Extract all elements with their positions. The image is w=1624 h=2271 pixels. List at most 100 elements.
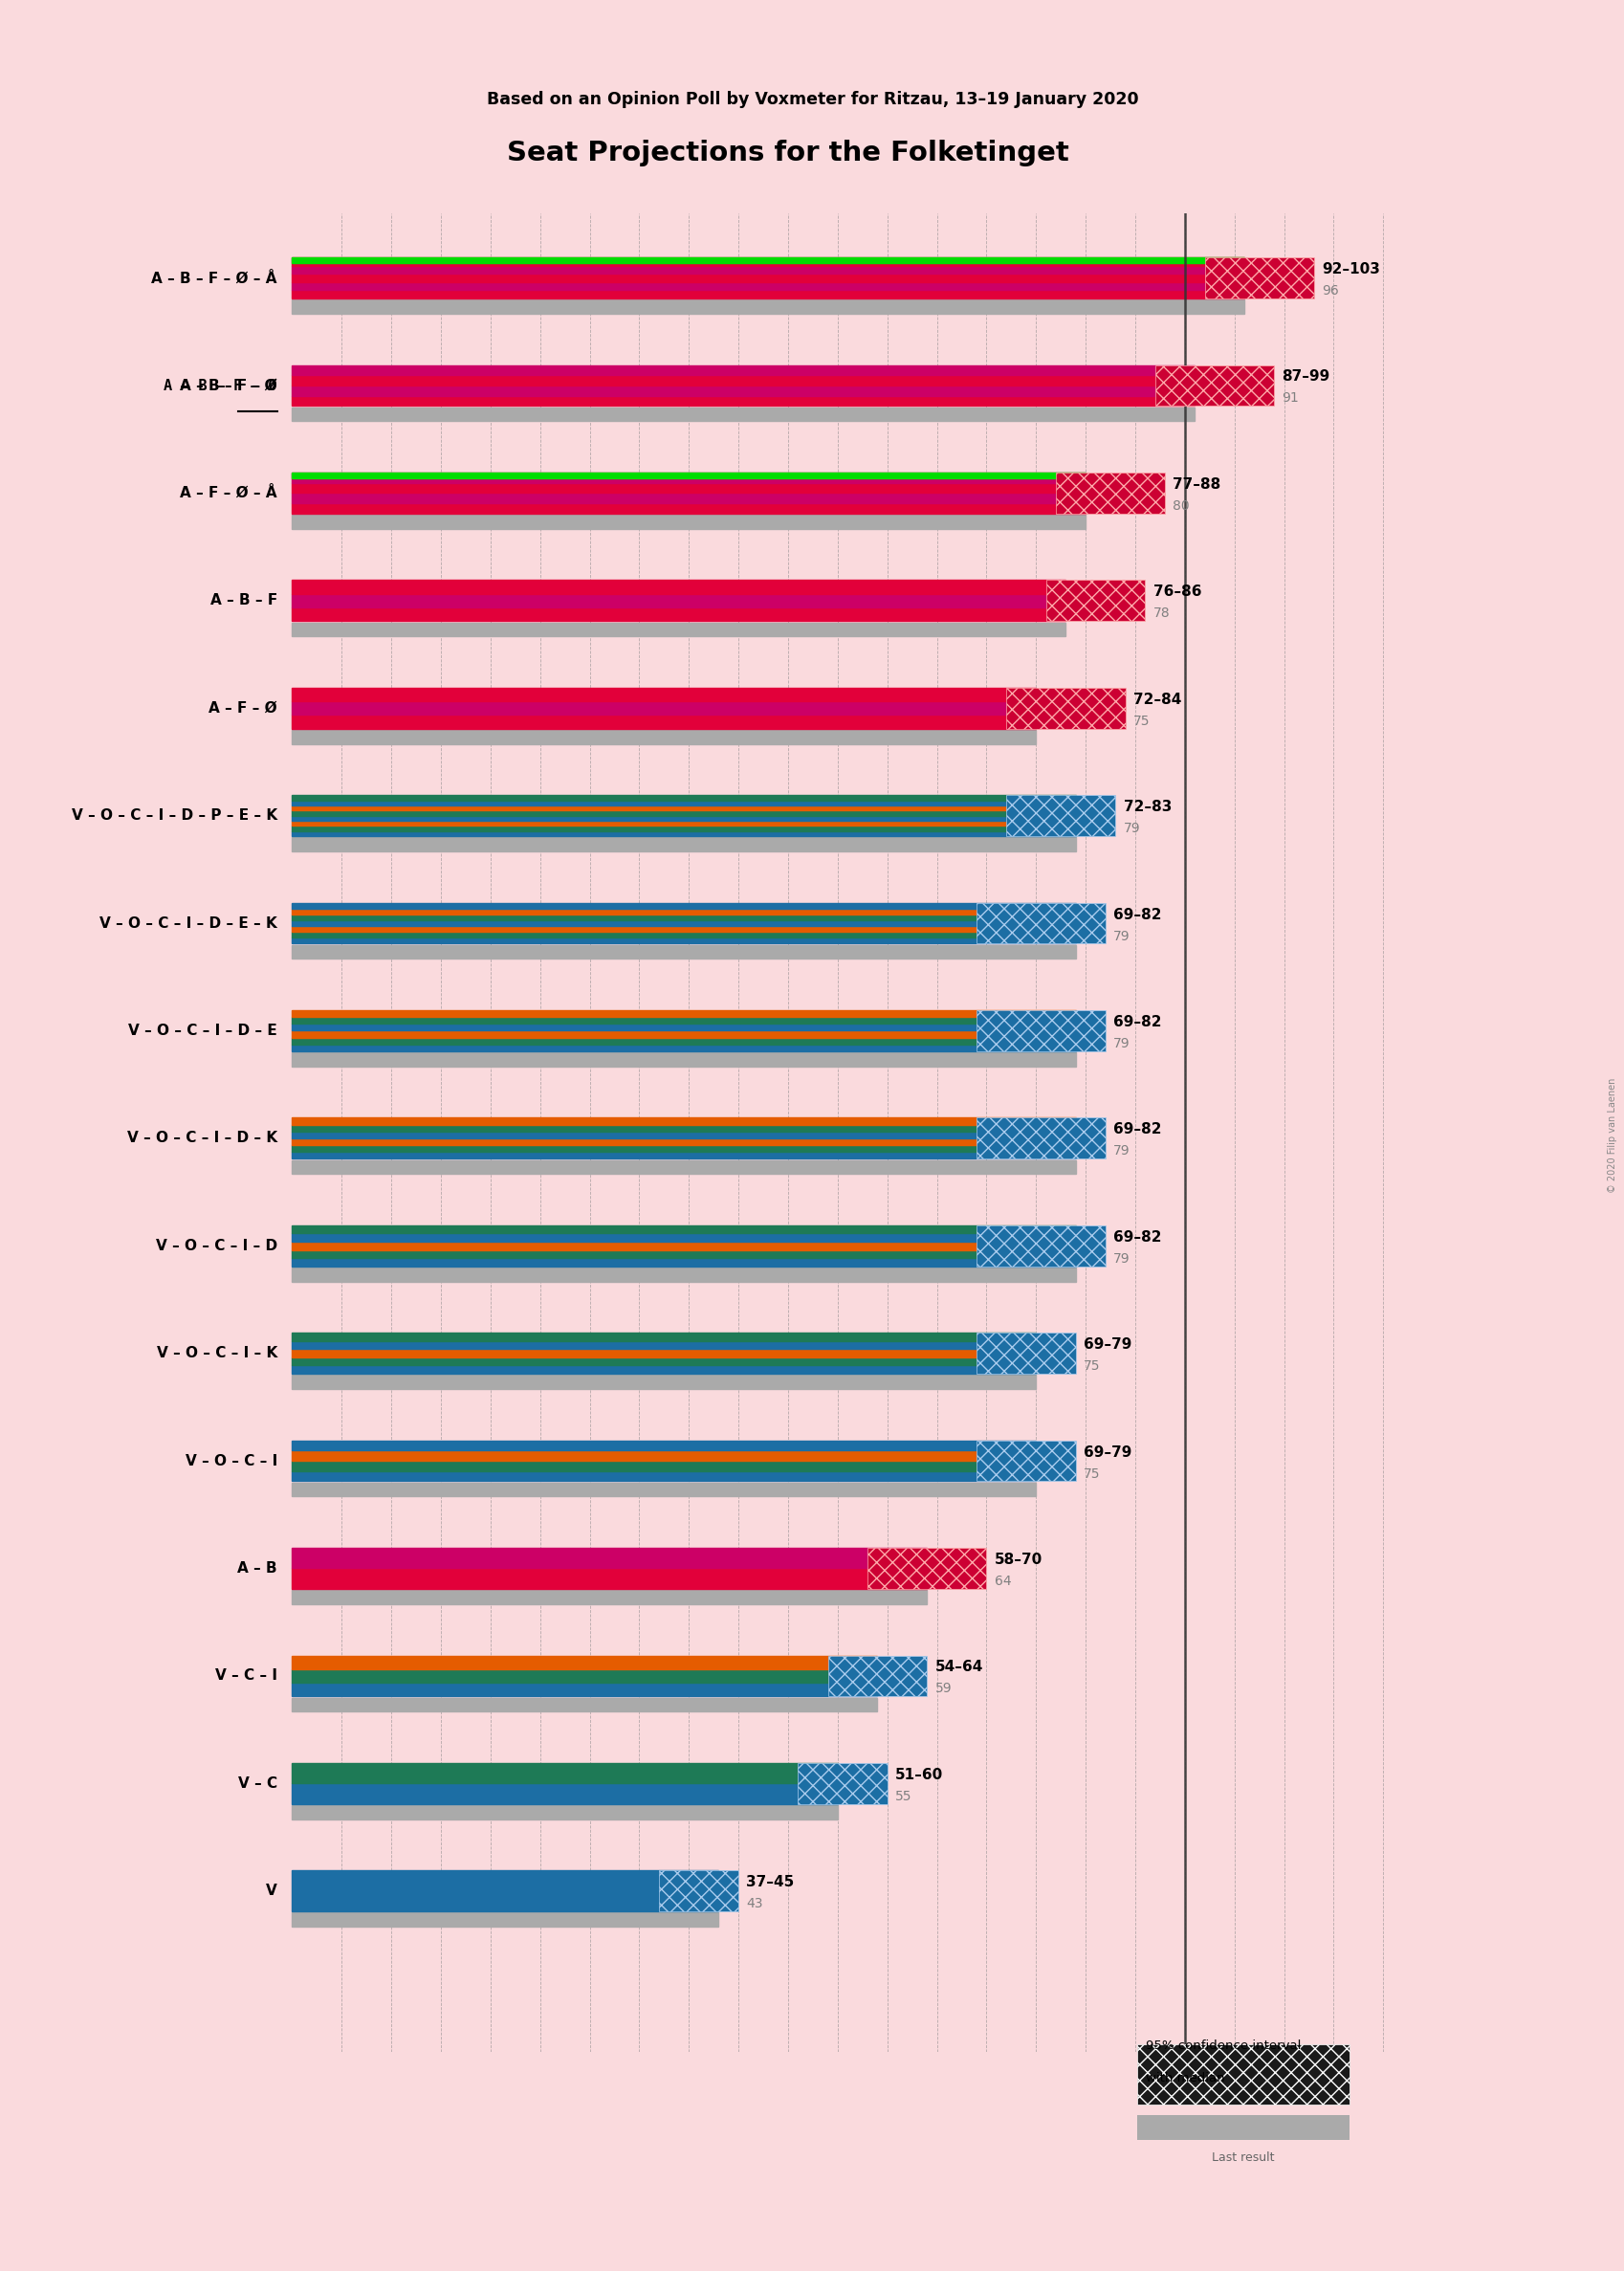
Bar [292,1472,1036,1481]
Bar [292,1117,1075,1124]
Bar [292,811,1075,815]
Text: 77–88: 77–88 [1173,477,1220,491]
Bar [1137,2114,1348,2139]
Bar [292,1440,1036,1451]
Bar [976,1226,1104,1267]
Bar [292,831,1075,836]
Text: V – O – C – I – D – K: V – O – C – I – D – K [127,1131,278,1145]
Bar [292,1358,1036,1365]
Text: 92–103: 92–103 [1320,261,1379,277]
Bar [292,945,1075,958]
Bar [797,1762,887,1803]
Bar [292,927,1075,931]
Bar [292,1342,1036,1349]
Bar [292,407,1194,420]
Bar [292,1017,1075,1024]
Bar [292,1045,1075,1051]
Text: V – O – C – I – D – P – E – K: V – O – C – I – D – P – E – K [71,808,278,822]
Bar [292,1124,1075,1131]
Text: 69–82: 69–82 [1112,1231,1161,1245]
Bar [292,799,1075,806]
Bar [292,1267,1075,1281]
Text: 64: 64 [994,1574,1010,1587]
Bar [292,1365,1036,1374]
Text: 37–45: 37–45 [745,1876,794,1889]
Text: 79: 79 [1112,1251,1130,1265]
Bar [292,484,1085,493]
Bar [292,1460,1036,1472]
Text: with median: with median [1145,2071,1224,2085]
Text: V – O – C – I: V – O – C – I [185,1453,278,1467]
Bar [292,1349,1036,1358]
Bar [292,472,1085,477]
Bar [292,386,1194,395]
Text: 80: 80 [1173,500,1189,513]
Text: 59: 59 [934,1683,952,1696]
Text: A – B: A – B [237,1560,278,1576]
Text: V – O – C – I – D – E – K: V – O – C – I – D – E – K [99,915,278,931]
Text: 79: 79 [1112,929,1130,942]
Text: 76–86: 76–86 [1153,586,1200,600]
Bar [292,1783,838,1803]
Bar [292,472,1085,484]
Bar [976,1440,1075,1481]
Bar [292,516,1085,529]
Text: Last result: Last result [1212,2151,1273,2164]
Bar [292,1669,877,1683]
Text: 72–84: 72–84 [1132,693,1181,706]
Bar [292,915,1075,920]
Text: 69–82: 69–82 [1112,1015,1161,1029]
Bar [292,291,1244,298]
Text: A – B – F – Ø: A – B – F – Ø [164,379,278,393]
Bar [292,1258,1075,1267]
Bar [292,1805,838,1819]
Text: 51–60: 51–60 [895,1767,944,1783]
Bar [976,904,1104,942]
Bar [292,1483,1036,1497]
Text: 58–70: 58–70 [994,1553,1043,1567]
Text: 72–83: 72–83 [1122,799,1171,815]
Bar [976,1333,1075,1374]
Text: 95% confidence interval: 95% confidence interval [1145,2039,1301,2053]
Text: 79: 79 [1122,822,1140,836]
Bar [292,1451,1036,1460]
Bar [292,702,1036,715]
Bar [292,1549,926,1569]
Bar [292,920,1075,927]
Bar [292,1024,1075,1031]
Text: V – O – C – I – D – E: V – O – C – I – D – E [128,1024,278,1038]
Text: V: V [266,1883,278,1899]
Text: 75: 75 [1083,1360,1099,1374]
Text: 79: 79 [1112,1038,1130,1049]
Bar [292,1590,926,1603]
Text: 55: 55 [895,1790,911,1803]
Bar [1005,795,1114,836]
Bar [976,1117,1104,1158]
Bar [292,366,1194,375]
Text: 96: 96 [1320,284,1338,298]
Bar [292,395,1194,407]
Bar [292,795,1075,799]
Bar [292,1333,1036,1342]
Bar [292,1226,1075,1233]
Bar [292,688,1036,702]
Bar [292,1160,1075,1174]
Text: V – C – I: V – C – I [214,1669,278,1683]
Text: 43: 43 [745,1896,763,1910]
Text: A – F – Ø: A – F – Ø [208,702,278,715]
Text: 69–82: 69–82 [1112,908,1161,922]
Text: V – O – C – I – K: V – O – C – I – K [156,1347,278,1360]
Bar [292,375,1194,386]
Text: 54–64: 54–64 [934,1660,983,1674]
Bar [292,622,1065,636]
Bar [1005,688,1125,729]
Bar [1137,2044,1348,2105]
Text: 75: 75 [1083,1467,1099,1481]
Bar [292,815,1075,820]
Bar [292,729,1036,745]
Bar [292,579,1065,593]
Text: 69–79: 69–79 [1083,1338,1132,1351]
Bar [292,1683,877,1696]
Text: 69–79: 69–79 [1083,1444,1132,1460]
Bar [292,300,1244,313]
